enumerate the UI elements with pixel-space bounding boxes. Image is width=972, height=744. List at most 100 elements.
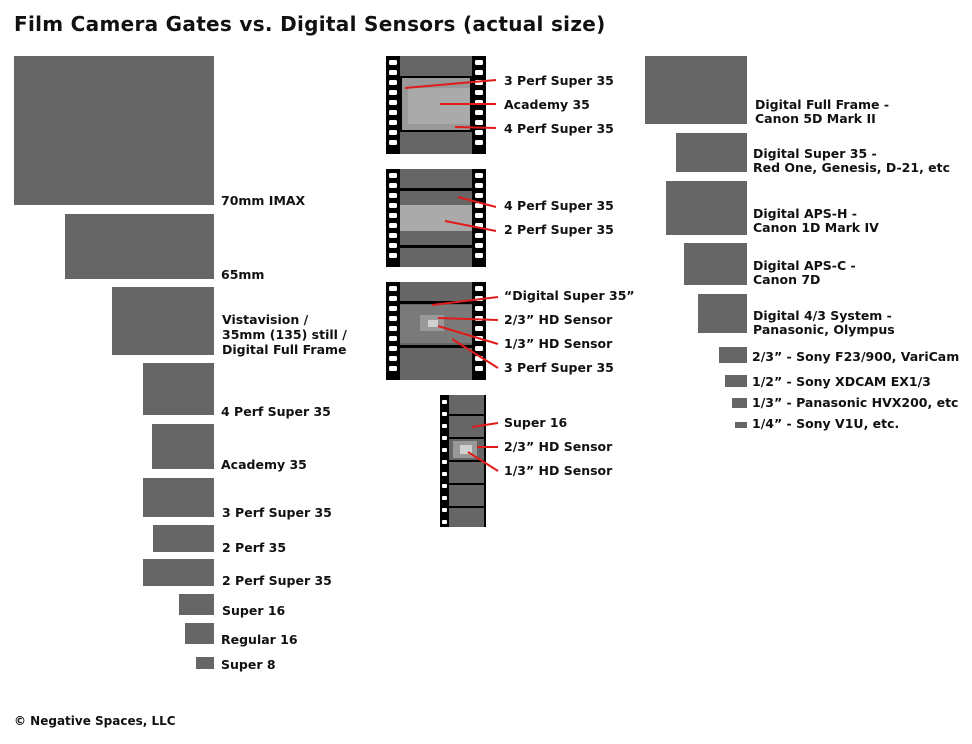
sprocket-hole xyxy=(442,460,447,464)
sprocket-hole xyxy=(389,110,397,115)
sprocket-hole xyxy=(389,90,397,95)
film-gate-column: 70mm IMAX 65mm Vistavision /35mm (135) sti… xyxy=(14,56,347,672)
digital-sensor-rect xyxy=(676,133,747,172)
digital-sensor-label: 1/4” - Sony V1U, etc. xyxy=(752,416,899,431)
digital-sensor-label: Digital Full Frame -Canon 5D Mark II xyxy=(755,97,889,126)
film-gate-label: 2 Perf 35 xyxy=(222,540,286,555)
gate-academy xyxy=(408,88,470,124)
sprocket-hole xyxy=(475,326,483,331)
frame-line xyxy=(449,437,484,439)
digital-sensor-rect xyxy=(725,375,747,387)
filmstrip-label: 4 Perf Super 35 xyxy=(504,121,614,136)
sprocket-hole xyxy=(475,306,483,311)
filmstrip-label: 2/3” HD Sensor xyxy=(504,439,613,454)
sprocket-hole xyxy=(475,213,483,218)
digital-sensor-label: Digital Super 35 -Red One, Genesis, D-21… xyxy=(753,146,950,175)
film-gate-rect xyxy=(153,525,214,552)
filmstrip-label: Academy 35 xyxy=(504,97,590,112)
frame-line xyxy=(400,245,472,248)
film-gate-rect xyxy=(65,214,214,279)
sprocket-hole xyxy=(442,508,447,512)
sprocket-hole xyxy=(389,286,397,291)
sprocket-hole xyxy=(475,90,483,95)
sprocket-hole xyxy=(389,203,397,208)
digital-sensor-rect xyxy=(735,422,747,428)
filmstrip-label: 2/3” HD Sensor xyxy=(504,312,613,327)
gate-2perf xyxy=(400,205,472,231)
sprocket-hole xyxy=(389,223,397,228)
sprocket-hole xyxy=(475,253,483,258)
sprocket-hole xyxy=(475,243,483,248)
frame-line xyxy=(449,414,484,416)
sprocket-hole xyxy=(389,243,397,248)
filmstrip-column: 3 Perf Super 35 Academy 35 4 Perf Super 35… xyxy=(386,56,635,527)
frame-line xyxy=(400,301,472,304)
callout-line xyxy=(437,317,499,321)
sprocket-hole xyxy=(475,60,483,65)
frame-line xyxy=(449,483,484,485)
film-gate-rect xyxy=(143,559,214,586)
frame-line xyxy=(400,188,472,191)
sensor-1-3in xyxy=(460,445,472,454)
sprocket-hole xyxy=(389,233,397,238)
callout-line xyxy=(467,451,499,472)
film-gate-rect xyxy=(112,287,214,355)
film-gate-rect xyxy=(179,594,214,615)
digital-sensor-rect xyxy=(732,398,747,408)
sprocket-hole xyxy=(389,336,397,341)
sprocket-hole xyxy=(442,448,447,452)
filmstrip-4: Super 16 2/3” HD Sensor 1/3” HD Sensor xyxy=(440,395,613,527)
sprocket-hole xyxy=(475,130,483,135)
filmstrip-label: 4 Perf Super 35 xyxy=(504,198,614,213)
sprocket-hole xyxy=(475,120,483,125)
sprocket-hole xyxy=(475,140,483,145)
sprocket-hole xyxy=(389,60,397,65)
digital-sensor-label: Digital 4/3 System -Panasonic, Olympus xyxy=(753,308,895,337)
film-gate-label: Regular 16 xyxy=(221,632,298,647)
film-gate-rect xyxy=(14,56,214,205)
sprocket-hole xyxy=(442,496,447,500)
sprocket-hole xyxy=(475,110,483,115)
sprocket-hole xyxy=(475,366,483,371)
filmstrip-label: 1/3” HD Sensor xyxy=(504,463,613,478)
digital-sensor-label: 1/3” - Panasonic HVX200, etc xyxy=(752,395,958,410)
frame-line xyxy=(449,506,484,508)
sprocket-hole xyxy=(475,203,483,208)
copyright-notice: © Negative Spaces, LLC xyxy=(14,714,176,728)
film-gate-rect xyxy=(196,657,214,669)
sprocket-hole xyxy=(389,70,397,75)
sprocket-hole xyxy=(475,193,483,198)
sprocket-hole xyxy=(389,366,397,371)
film-gate-label: Super 8 xyxy=(221,657,276,672)
film-gate-rect xyxy=(152,424,214,469)
callout-line xyxy=(451,338,499,369)
sprocket-hole xyxy=(442,520,447,524)
sprocket-hole xyxy=(389,183,397,188)
callout-line xyxy=(454,126,497,129)
sprocket-hole xyxy=(442,412,447,416)
sprocket-hole xyxy=(389,326,397,331)
digital-sensor-rect xyxy=(719,347,747,363)
filmstrip-label: “Digital Super 35” xyxy=(504,288,635,303)
sprocket-hole xyxy=(389,346,397,351)
digital-sensor-rect xyxy=(645,56,747,124)
callout-line xyxy=(431,296,499,306)
frame-line xyxy=(449,460,484,462)
sprocket-hole xyxy=(389,213,397,218)
digital-sensor-rect xyxy=(684,243,747,285)
sprocket-hole xyxy=(389,253,397,258)
callout-line xyxy=(457,196,497,208)
sprocket-hole xyxy=(389,316,397,321)
filmstrip-label: 2 Perf Super 35 xyxy=(504,222,614,237)
sprocket-hole xyxy=(442,472,447,476)
sprocket-hole xyxy=(389,356,397,361)
film-gate-label: 70mm IMAX xyxy=(221,193,306,208)
filmstrip-2: 4 Perf Super 35 2 Perf Super 35 xyxy=(386,169,614,267)
film-gate-label: 4 Perf Super 35 xyxy=(221,404,331,419)
sprocket-hole xyxy=(389,193,397,198)
filmstrip-1: 3 Perf Super 35 Academy 35 4 Perf Super 35 xyxy=(386,56,614,154)
sprocket-hole xyxy=(442,436,447,440)
film-gate-label: Super 16 xyxy=(222,603,286,618)
sprocket-hole xyxy=(389,140,397,145)
